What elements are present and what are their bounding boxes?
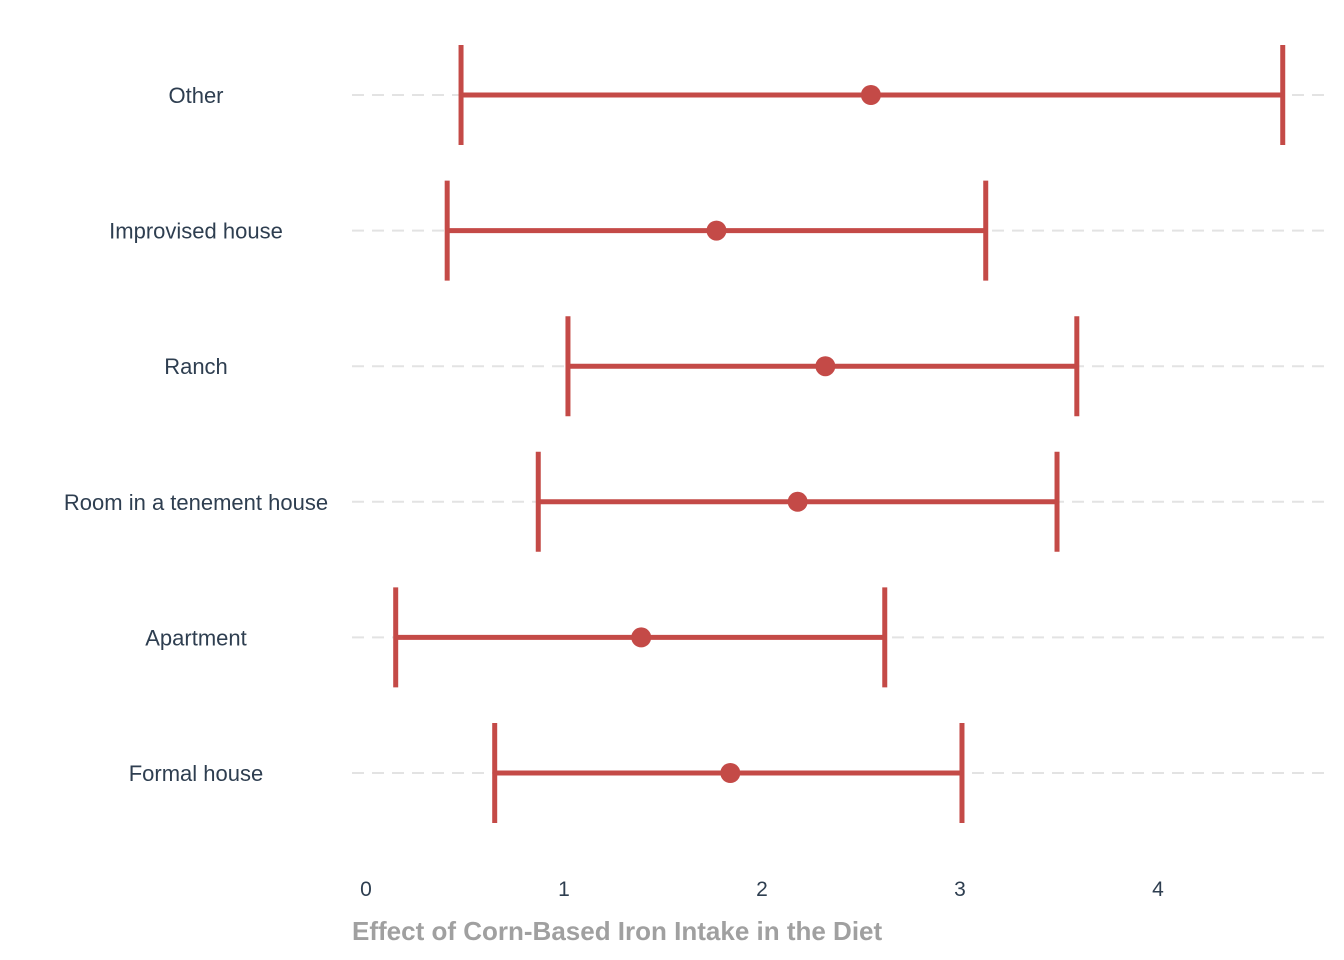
x-tick-label: 4 bbox=[1152, 878, 1164, 901]
estimate-point bbox=[787, 491, 808, 512]
category-label: Formal house bbox=[129, 761, 264, 786]
estimate-point bbox=[860, 85, 881, 105]
estimate-point bbox=[631, 627, 652, 648]
gridlines bbox=[352, 94, 1326, 774]
x-tick-labels: 0 1 2 3 4 bbox=[360, 878, 1164, 901]
estimate-point bbox=[720, 763, 741, 783]
estimate-point bbox=[815, 356, 836, 377]
x-tick-label: 2 bbox=[756, 878, 768, 901]
category-labels: Other Improvised house Ranch Room in a tene… bbox=[64, 83, 328, 786]
category-label: Apartment bbox=[145, 625, 247, 650]
x-tick-label: 1 bbox=[558, 878, 570, 901]
x-tick-label: 0 bbox=[360, 878, 372, 901]
category-label: Room in a tenement house bbox=[64, 490, 328, 515]
category-label: Ranch bbox=[164, 354, 228, 379]
x-axis-title: Effect of Corn-Based Iron Intake in the … bbox=[352, 916, 883, 946]
estimate-point bbox=[706, 220, 727, 241]
estimate-points bbox=[631, 85, 881, 783]
error-bars bbox=[393, 45, 1286, 823]
x-tick-label: 3 bbox=[954, 878, 966, 901]
category-label: Improvised house bbox=[109, 219, 283, 244]
category-label: Other bbox=[168, 83, 223, 108]
